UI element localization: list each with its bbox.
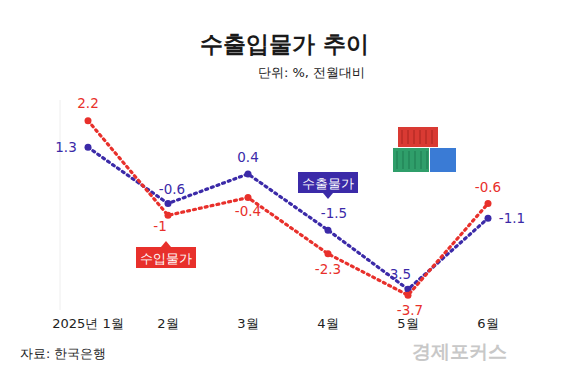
data-label: -0.4 bbox=[235, 203, 261, 219]
point bbox=[325, 227, 332, 234]
legend-label: 수출물가 bbox=[302, 176, 354, 191]
data-label: -0.6 bbox=[159, 181, 185, 197]
legend-label: 수입물가 bbox=[140, 251, 192, 266]
data-label: -0.6 bbox=[475, 179, 501, 195]
data-label: -3.5 bbox=[385, 266, 411, 282]
data-label: -2.3 bbox=[315, 261, 341, 277]
source: 자료: 한국은행 bbox=[20, 346, 106, 361]
point bbox=[245, 170, 252, 177]
legend-entry: 수출물가 bbox=[298, 172, 358, 199]
point bbox=[485, 215, 492, 222]
data-label: 1.3 bbox=[55, 139, 76, 155]
subtitle: 단위: %, 전월대비 bbox=[258, 65, 365, 80]
point bbox=[85, 117, 92, 124]
x-tick-label: 3월 bbox=[237, 316, 258, 331]
container-icon bbox=[393, 127, 456, 172]
x-tick-label: 5월 bbox=[397, 316, 418, 331]
y-axis-line bbox=[60, 100, 61, 310]
point bbox=[245, 194, 252, 201]
series-line bbox=[88, 147, 488, 289]
chart: 수출입물가 추이단위: %, 전월대비 2025년 1월 2월 3월 4월 5월 6월 1.3… bbox=[0, 0, 570, 379]
point bbox=[485, 200, 492, 207]
point bbox=[85, 144, 92, 151]
data-label: -1.5 bbox=[321, 205, 347, 221]
title: 수출입물가 추이 bbox=[200, 31, 369, 57]
point bbox=[325, 250, 332, 257]
plot-area bbox=[85, 117, 492, 299]
x-tick-label: 4월 bbox=[317, 316, 338, 331]
background bbox=[0, 0, 570, 379]
x-tick-label: 2월 bbox=[157, 316, 178, 331]
data-label: 0.4 bbox=[237, 149, 258, 165]
data-label: -1.1 bbox=[499, 210, 525, 226]
watermark: 경제포커스 bbox=[412, 340, 507, 362]
point bbox=[165, 200, 172, 207]
x-tick-label: 2025년 1월 bbox=[52, 316, 124, 331]
data-label: 2.2 bbox=[77, 95, 98, 111]
x-tick-label: 6월 bbox=[477, 316, 498, 331]
data-label: -3.7 bbox=[397, 302, 423, 318]
point bbox=[405, 292, 412, 299]
data-label: -1 bbox=[153, 218, 166, 234]
legend-entry: 수입물가 bbox=[136, 241, 196, 268]
series-line bbox=[88, 121, 488, 296]
